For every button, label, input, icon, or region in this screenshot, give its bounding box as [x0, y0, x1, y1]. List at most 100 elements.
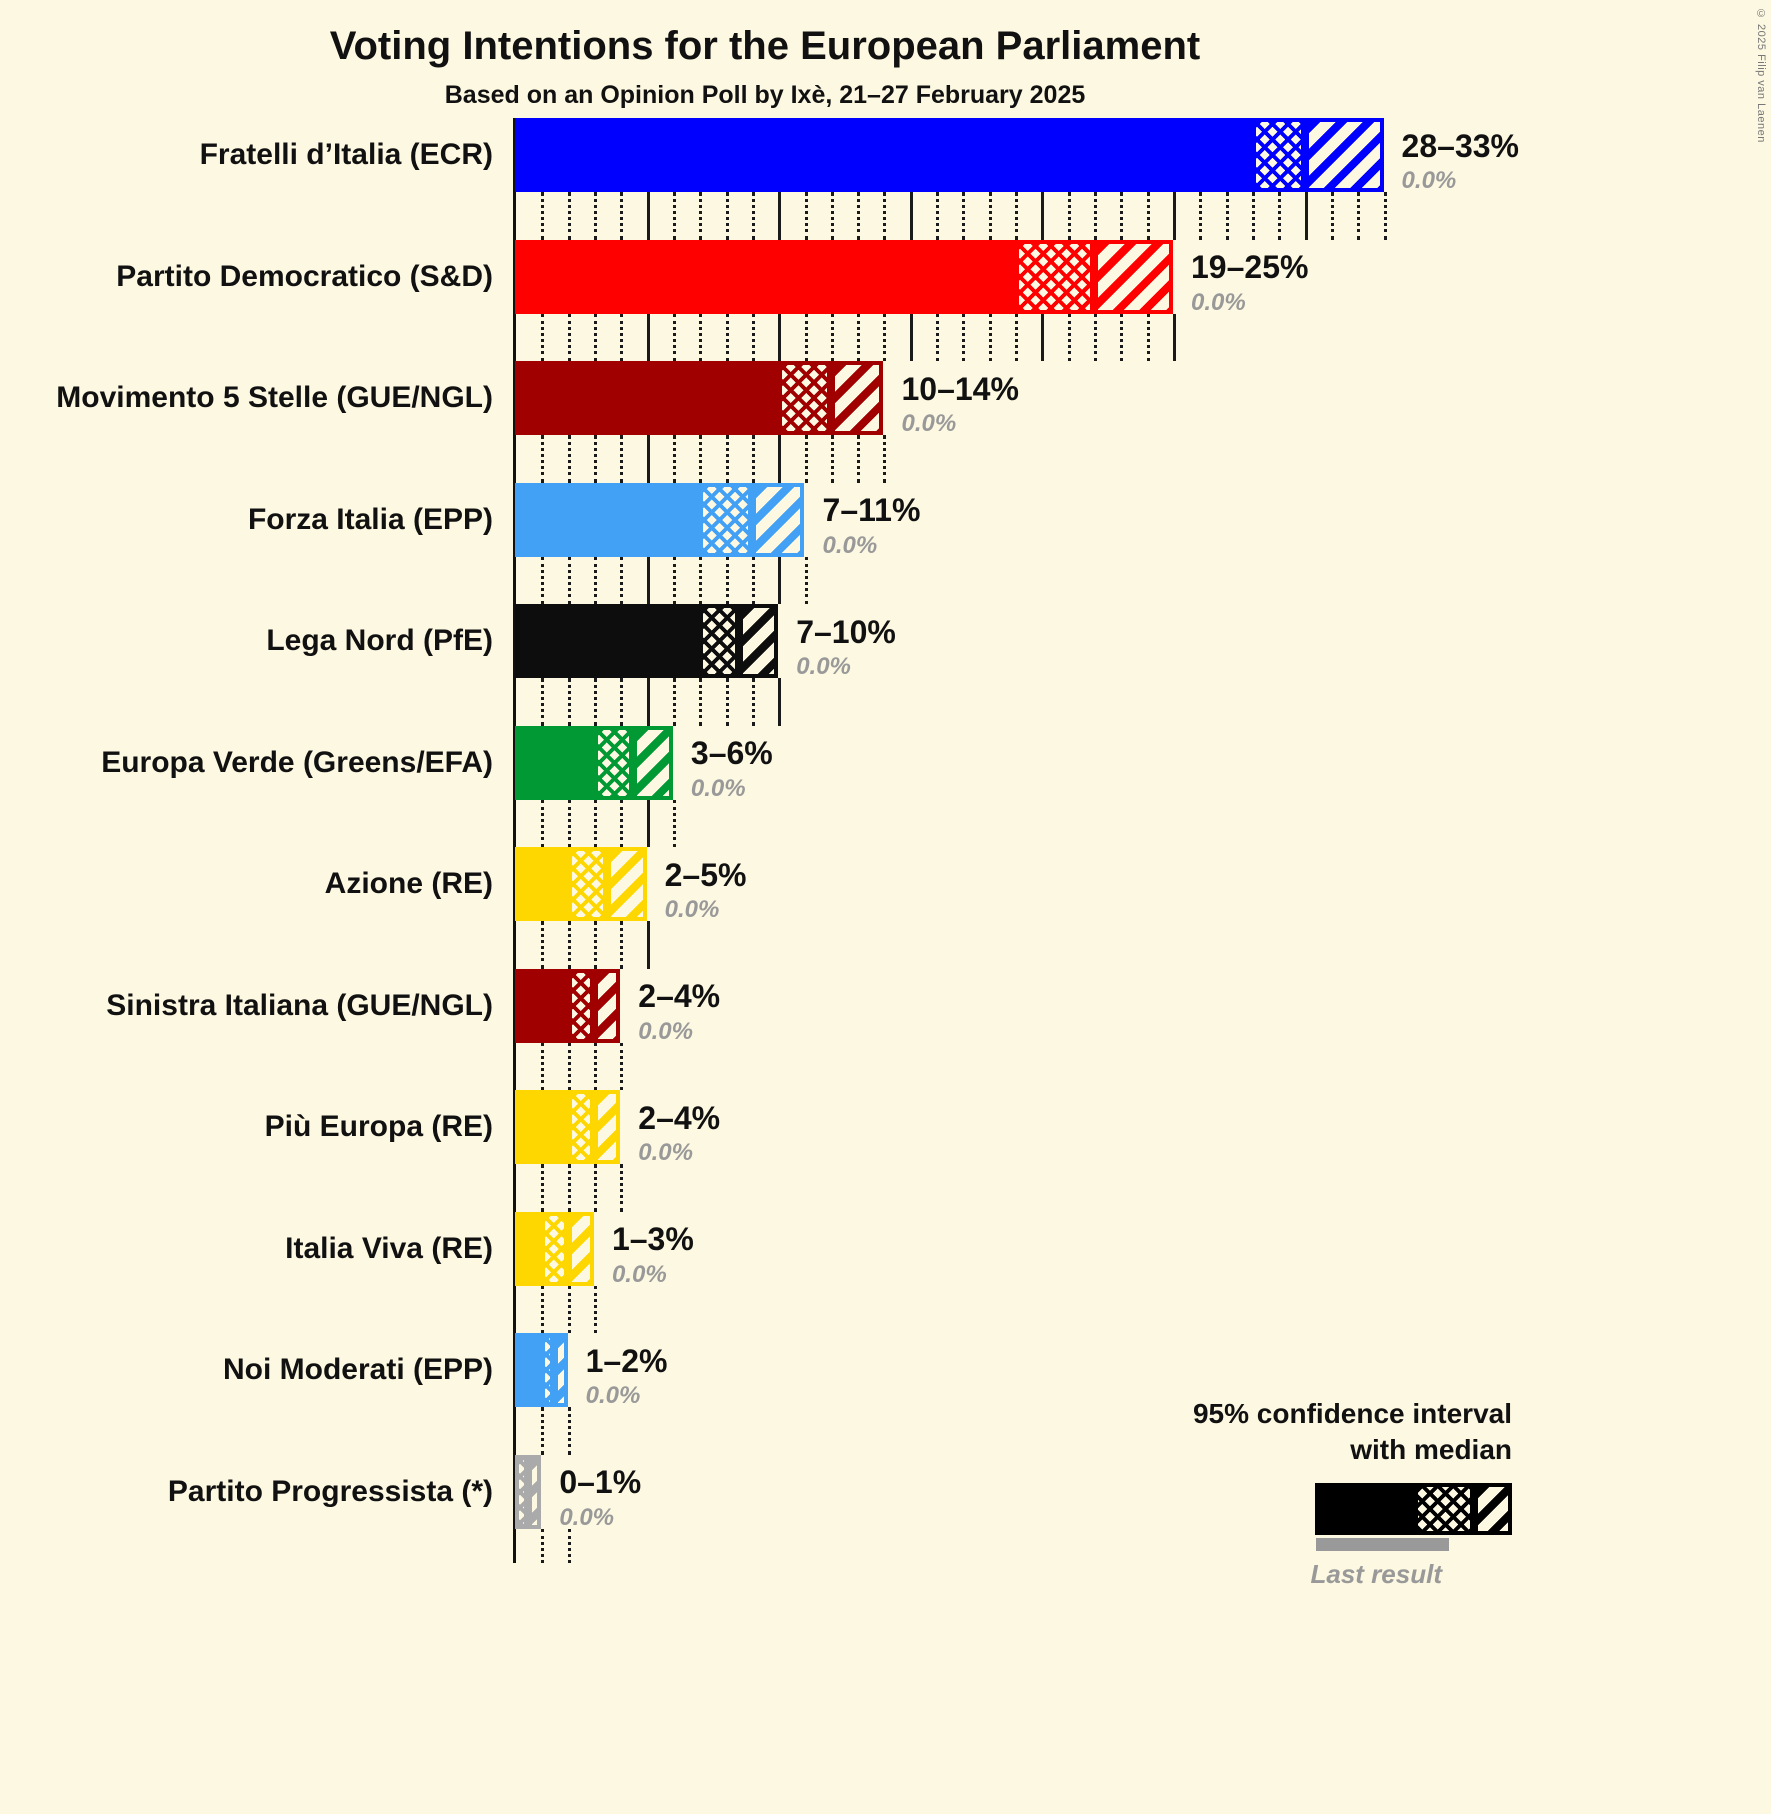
minor-gridline	[672, 678, 676, 726]
minor-gridline	[725, 435, 729, 483]
minor-gridline	[567, 435, 571, 483]
bar-segment-crosshatch	[778, 361, 831, 435]
minor-gridline	[672, 313, 676, 361]
bar-segment-crosshatch	[1251, 118, 1305, 192]
minor-gridline	[567, 313, 571, 361]
bar-segment-crosshatch	[515, 1454, 529, 1529]
minor-gridline	[567, 678, 571, 726]
bar-segment-crosshatch	[699, 604, 739, 678]
last-result-value: 0.0%	[1191, 288, 1246, 316]
party-label: Partito Progressista (*)	[167, 1474, 493, 1508]
bar-segment-solid	[515, 118, 1252, 192]
minor-gridline	[1251, 192, 1255, 240]
major-gridline	[646, 678, 650, 726]
last-result-value: 0.0%	[638, 1017, 693, 1045]
bar-segment-diagonal	[567, 1211, 594, 1286]
bar-segment-crosshatch	[541, 1333, 555, 1407]
bar-segment-solid	[515, 968, 568, 1043]
major-gridline	[1041, 192, 1045, 240]
minor-gridline	[1094, 313, 1098, 361]
last-result-value: 0.0%	[1401, 167, 1457, 195]
major-gridline	[778, 556, 782, 604]
party-label: Italia Viva (RE)	[285, 1231, 493, 1265]
minor-gridline	[1067, 192, 1071, 240]
minor-gridline	[593, 435, 597, 483]
bar-segment-diagonal	[830, 361, 884, 435]
confidence-bar	[515, 604, 779, 678]
minor-gridline	[567, 921, 571, 969]
minor-gridline	[672, 556, 676, 604]
value-label: 10–14% 0.0%	[901, 361, 1018, 449]
bar-segment-solid	[515, 1211, 542, 1286]
ci-range-label: 2–4%	[638, 978, 721, 1015]
minor-gridline	[751, 435, 755, 483]
bar-segment-solid	[515, 604, 700, 678]
minor-gridline	[672, 435, 676, 483]
value-label: 7–11% 0.0%	[823, 483, 921, 571]
value-label: 1–3% 0.0%	[612, 1212, 694, 1300]
legend-last-result-label: Last result	[1310, 1558, 1443, 1589]
copyright-notice: © 2025 Filip van Laenen	[1755, 8, 1767, 143]
minor-gridline	[567, 799, 571, 847]
minor-gridline	[751, 313, 755, 361]
bar-segment-diagonal	[528, 1454, 542, 1529]
bar-segment-solid	[515, 361, 779, 435]
minor-gridline	[593, 921, 597, 969]
minor-gridline	[567, 1528, 571, 1563]
minor-gridline	[620, 1164, 624, 1212]
minor-gridline	[1094, 192, 1098, 240]
bar-segment-crosshatch	[541, 1211, 568, 1286]
bar-segment-diagonal	[1094, 239, 1173, 314]
minor-gridline	[593, 556, 597, 604]
minor-gridline	[725, 192, 729, 240]
ci-range-label: 2–4%	[638, 1099, 721, 1136]
value-label: 2–4% 0.0%	[638, 969, 720, 1057]
chart-header: Voting Intentions for the European Parli…	[0, 0, 1530, 110]
minor-gridline	[593, 1042, 597, 1090]
minor-gridline	[620, 192, 624, 240]
confidence-bar	[515, 118, 1384, 192]
minor-gridline	[751, 678, 755, 726]
confidence-bar	[515, 1211, 594, 1286]
legend-sample-diagonal-segment	[1474, 1482, 1512, 1535]
confidence-bar	[515, 239, 1173, 314]
minor-gridline	[541, 799, 545, 847]
major-gridline	[646, 921, 650, 969]
minor-gridline	[620, 556, 624, 604]
minor-gridline	[699, 192, 703, 240]
bar-segment-crosshatch	[593, 725, 634, 800]
bar-segment-diagonal	[593, 1090, 621, 1164]
ci-range-label: 2–5%	[664, 856, 747, 893]
minor-gridline	[1199, 192, 1203, 240]
major-gridline	[646, 435, 650, 483]
minor-gridline	[751, 556, 755, 604]
minor-gridline	[1120, 192, 1124, 240]
confidence-bar	[515, 1090, 621, 1164]
ci-range-label: 1–2%	[585, 1342, 668, 1379]
minor-gridline	[699, 678, 703, 726]
major-gridline	[1304, 192, 1308, 240]
minor-gridline	[620, 435, 624, 483]
minor-gridline	[857, 435, 861, 483]
ci-range-label: 3–6%	[690, 735, 773, 772]
minor-gridline	[541, 1042, 545, 1090]
bar-segment-crosshatch	[567, 1090, 594, 1164]
major-gridline	[909, 192, 913, 240]
minor-gridline	[1146, 313, 1150, 361]
minor-gridline	[962, 313, 966, 361]
bar-segment-diagonal	[633, 725, 673, 800]
chart-title: Voting Intentions for the European Parli…	[329, 24, 1201, 68]
chart-subtitle: Based on an Opinion Poll by Ixè, 21–27 F…	[444, 81, 1086, 109]
ci-range-label: 28–33%	[1401, 127, 1519, 164]
legend-sample-solid-segment	[1315, 1482, 1414, 1535]
major-gridline	[1173, 313, 1176, 361]
party-label: Sinistra Italiana (GUE/NGL)	[106, 988, 493, 1022]
minor-gridline	[699, 556, 703, 604]
major-gridline	[778, 192, 782, 240]
minor-gridline	[883, 192, 887, 240]
last-result-value: 0.0%	[796, 653, 851, 681]
minor-gridline	[541, 313, 545, 361]
minor-gridline	[541, 921, 545, 969]
last-result-value: 0.0%	[611, 1260, 667, 1288]
